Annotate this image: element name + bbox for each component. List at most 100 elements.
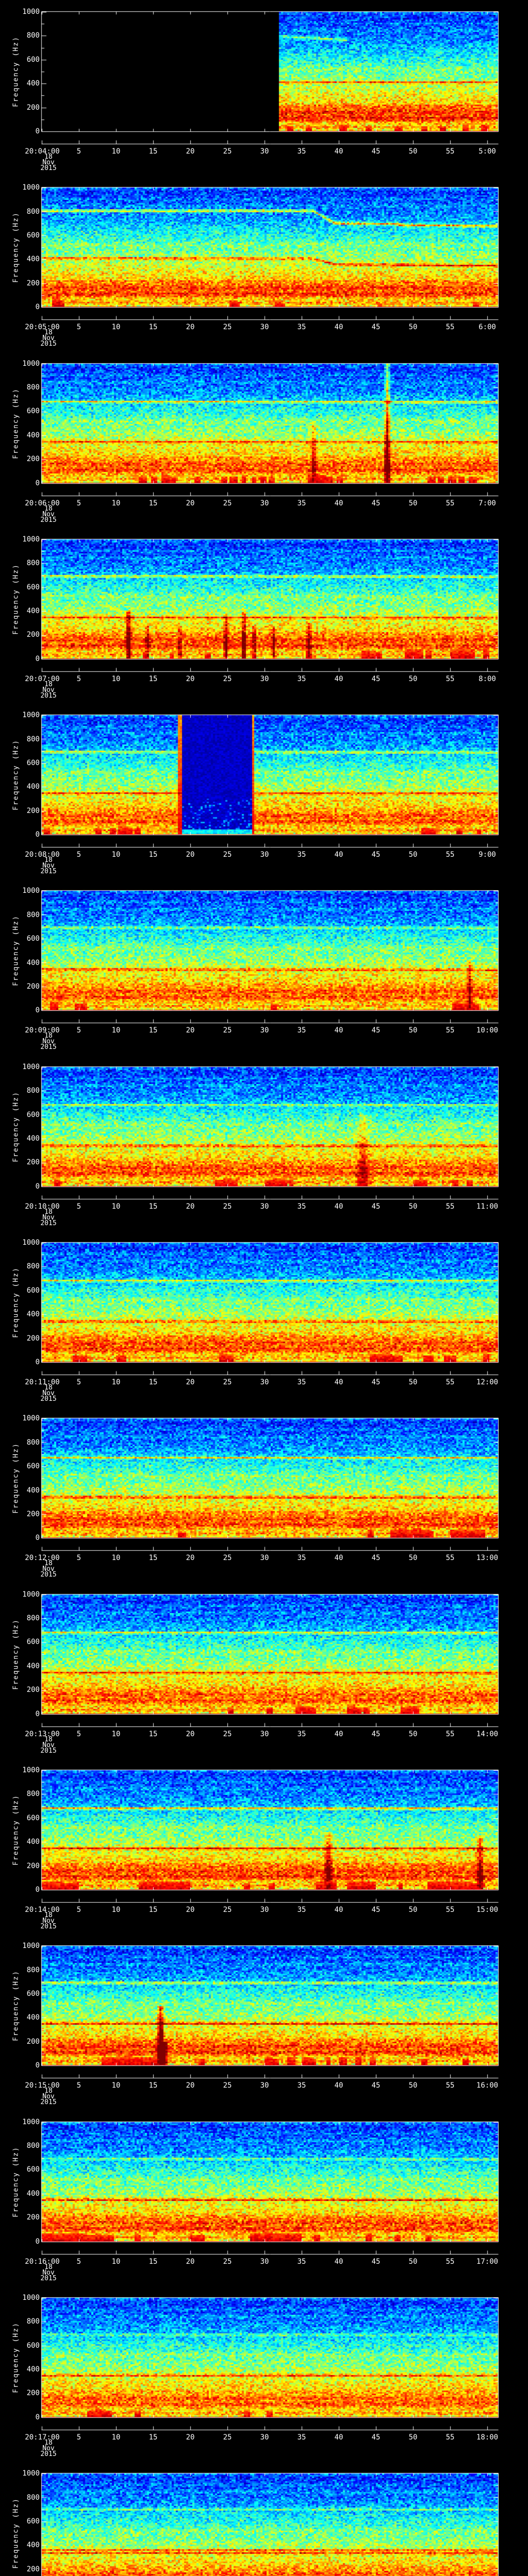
x-tick-label: 50 (408, 674, 418, 683)
x-tick-label: 15 (148, 323, 158, 332)
date-year-label: 2015 (40, 1043, 57, 1052)
x-tick-label: 5 (76, 2081, 81, 2090)
date-year-label: 2015 (40, 868, 57, 876)
x-tick-label: 20 (186, 499, 195, 507)
x-tick-label: 35 (297, 323, 306, 332)
end-time-label: 5:00 (478, 147, 496, 156)
spectrogram-panel: Frequency (Hz) 20:09:00 10:00 18 Nov 201… (0, 879, 528, 1055)
y-tick-label: 600 (26, 1990, 40, 1998)
date-day-label: 18 (44, 1208, 53, 1216)
end-time-label: 14:00 (476, 1730, 499, 1738)
x-tick-label: 15 (148, 2081, 158, 2090)
start-time-label: 20:07:00 (25, 674, 60, 683)
y-tick-label: 800 (26, 1262, 40, 1271)
x-tick-label: 25 (223, 1730, 232, 1738)
spectrogram-panel: Frequency (Hz) 20:16:00 17:00 18 Nov 201… (0, 2110, 528, 2286)
x-tick-label: 5 (76, 147, 81, 156)
y-tick-label: 0 (35, 1709, 40, 1718)
date-day-label: 18 (44, 680, 53, 688)
y-tick-label: 800 (26, 2317, 40, 2326)
x-tick-label: 45 (371, 1202, 381, 1211)
date-year-label: 2015 (40, 1395, 57, 1403)
x-tick-label: 15 (148, 2257, 158, 2266)
spectrogram-panel: Frequency (Hz) 20:11:00 12:00 18 Nov 201… (0, 1231, 528, 1407)
x-tick-label: 10 (111, 323, 121, 332)
x-tick-label: 15 (148, 1905, 158, 1914)
y-tick-label: 400 (26, 1662, 40, 1670)
x-tick-label: 45 (371, 2257, 381, 2266)
x-tick-label: 25 (223, 2257, 232, 2266)
spectrogram-canvas (0, 2462, 528, 2576)
x-tick-label: 35 (297, 2257, 306, 2266)
x-tick-label: 40 (334, 1554, 343, 1563)
x-tick-label: 5 (76, 2433, 81, 2442)
spectrogram-panel: Frequency (Hz) 20:14:00 15:00 18 Nov 201… (0, 1758, 528, 1935)
y-axis-title: Frequency (Hz) (12, 915, 20, 987)
x-tick-label: 40 (334, 147, 343, 156)
x-tick-label: 20 (186, 147, 195, 156)
y-tick-label: 600 (26, 1638, 40, 1647)
x-tick-label: 35 (297, 2433, 306, 2442)
x-tick-label: 25 (223, 674, 232, 683)
y-tick-label: 200 (26, 1334, 40, 1343)
y-tick-label: 1000 (22, 1590, 40, 1599)
date-month-label: Nov (42, 686, 55, 694)
x-tick-label: 10 (111, 851, 121, 859)
start-time-label: 20:15:00 (25, 2081, 60, 2090)
y-axis-title: Frequency (Hz) (12, 387, 20, 459)
start-time-label: 20:04:00 (25, 147, 60, 156)
start-time-label: 20:10:00 (25, 1202, 60, 1211)
date-year-label: 2015 (40, 164, 57, 172)
y-axis-title: Frequency (Hz) (12, 1267, 20, 1338)
y-tick-label: 800 (26, 2141, 40, 2150)
x-tick-label: 5 (76, 1202, 81, 1211)
x-tick-label: 55 (446, 851, 455, 859)
x-tick-label: 30 (260, 1026, 269, 1035)
spectrogram-canvas (0, 879, 528, 1055)
y-tick-label: 0 (35, 2413, 40, 2421)
x-tick-label: 50 (408, 2433, 418, 2442)
x-tick-label: 5 (76, 851, 81, 859)
y-tick-label: 800 (26, 559, 40, 568)
date-day-label: 18 (44, 1032, 53, 1040)
x-tick-label: 30 (260, 1730, 269, 1738)
x-tick-label: 25 (223, 499, 232, 507)
y-tick-label: 0 (35, 1534, 40, 1543)
x-tick-label: 25 (223, 851, 232, 859)
x-tick-label: 10 (111, 147, 121, 156)
end-time-label: 7:00 (478, 499, 496, 507)
x-tick-label: 55 (446, 2081, 455, 2090)
x-tick-label: 20 (186, 2081, 195, 2090)
x-tick-label: 15 (148, 1202, 158, 1211)
x-tick-label: 35 (297, 1202, 306, 1211)
y-axis-title: Frequency (Hz) (12, 739, 20, 810)
date-month-label: Nov (42, 1741, 55, 1749)
y-tick-label: 600 (26, 2517, 40, 2526)
x-tick-label: 35 (297, 1378, 306, 1387)
x-tick-label: 55 (446, 1378, 455, 1387)
y-axis-title: Frequency (Hz) (12, 564, 20, 635)
end-time-label: 16:00 (476, 2081, 499, 2090)
y-axis-title: Frequency (Hz) (12, 2322, 20, 2393)
date-day-label: 18 (44, 2263, 53, 2271)
y-tick-label: 600 (26, 935, 40, 943)
x-tick-label: 15 (148, 499, 158, 507)
x-tick-label: 20 (186, 1905, 195, 1914)
x-tick-label: 55 (446, 1554, 455, 1563)
x-tick-label: 50 (408, 2081, 418, 2090)
start-time-label: 20:06:00 (25, 499, 60, 507)
spectrogram-panel: Frequency (Hz) 20:13:00 14:00 18 Nov 201… (0, 1582, 528, 1759)
date-month-label: Nov (42, 159, 55, 166)
x-tick-label: 10 (111, 1905, 121, 1914)
x-tick-label: 50 (408, 851, 418, 859)
x-tick-label: 55 (446, 147, 455, 156)
spectrogram-panel: Frequency (Hz) 20:05:00 6:00 18 Nov 2015… (0, 176, 528, 352)
x-tick-label: 30 (260, 1378, 269, 1387)
x-tick-label: 30 (260, 1554, 269, 1563)
y-tick-label: 800 (26, 1965, 40, 1974)
y-tick-label: 600 (26, 231, 40, 240)
x-tick-label: 30 (260, 2081, 269, 2090)
x-tick-label: 20 (186, 2257, 195, 2266)
x-tick-label: 30 (260, 323, 269, 332)
y-tick-label: 800 (26, 910, 40, 919)
